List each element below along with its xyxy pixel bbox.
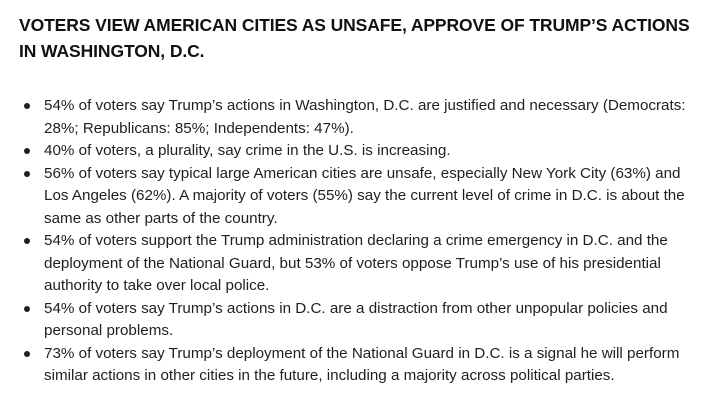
bullet-dot-icon bbox=[24, 170, 30, 177]
bullet-dot-icon bbox=[24, 305, 30, 312]
bullet-dot-icon bbox=[24, 238, 30, 244]
bullet-dot-icon bbox=[24, 103, 30, 109]
finding-item: 40% of voters, a plurality, say crime in… bbox=[21, 140, 701, 163]
bullet-dot-icon bbox=[24, 350, 30, 357]
finding-text: 54% of voters say Trump’s actions in Was… bbox=[44, 97, 686, 137]
finding-text: 54% of voters support the Trump administ… bbox=[44, 232, 668, 294]
finding-item: 54% of voters say Trump’s actions in D.C… bbox=[21, 298, 701, 343]
finding-item: 54% of voters say Trump’s actions in Was… bbox=[21, 95, 701, 140]
findings-list: 54% of voters say Trump’s actions in Was… bbox=[21, 95, 701, 388]
finding-text: 54% of voters say Trump’s actions in D.C… bbox=[44, 299, 668, 340]
finding-text: 73% of voters say Trump’s deployment of … bbox=[44, 344, 680, 385]
finding-item: 56% of voters say typical large American… bbox=[21, 163, 701, 231]
headline: VOTERS VIEW AMERICAN CITIES AS UNSAFE, A… bbox=[19, 15, 690, 61]
finding-item: 54% of voters support the Trump administ… bbox=[21, 230, 701, 298]
bullet-dot-icon bbox=[24, 148, 30, 154]
finding-text: 40% of voters, a plurality, say crime in… bbox=[44, 142, 451, 159]
finding-text: 56% of voters say typical large American… bbox=[44, 164, 685, 227]
finding-item: 73% of voters say Trump’s deployment of … bbox=[21, 343, 701, 388]
